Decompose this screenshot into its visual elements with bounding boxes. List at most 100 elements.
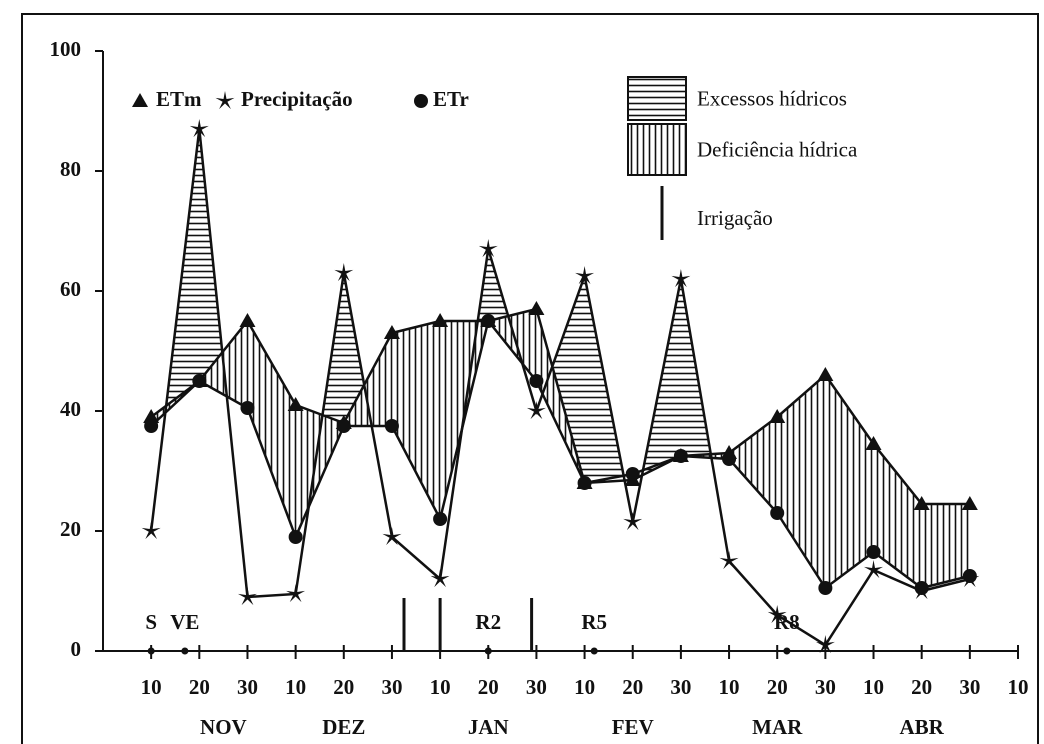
marker [432, 313, 449, 327]
marker [132, 93, 148, 107]
stage-label: VE [170, 610, 199, 634]
x-tick-label: 10 [719, 675, 740, 699]
marker [189, 119, 209, 138]
x-tick-label: 20 [189, 675, 210, 699]
deficit-area [151, 309, 970, 588]
series-line [150, 318, 971, 590]
marker [767, 605, 787, 624]
marker [287, 397, 304, 411]
legend-label: Deficiência hídrica [697, 137, 858, 161]
marker [719, 551, 739, 570]
month-label: NOV [200, 715, 247, 739]
x-tick-label: 10 [863, 675, 884, 699]
excess-area [151, 129, 970, 504]
marker [433, 512, 448, 526]
marker [383, 325, 400, 339]
month-label: FEV [612, 715, 654, 739]
stage-dot [783, 647, 791, 655]
marker [215, 91, 235, 110]
marker [526, 401, 546, 420]
frame [21, 13, 1039, 744]
x-tick-label: 20 [333, 675, 354, 699]
marker [240, 401, 255, 415]
legend-label: Precipitação [241, 87, 353, 111]
marker [478, 239, 498, 258]
x-tick-label: 20 [478, 675, 499, 699]
marker [866, 545, 881, 559]
marker [815, 635, 835, 654]
marker [577, 476, 592, 490]
legend-label: ETm [156, 87, 202, 111]
marker [961, 496, 978, 510]
marker [430, 569, 450, 588]
marker [384, 419, 399, 433]
x-tick-label: 30 [959, 675, 980, 699]
marker [141, 521, 161, 540]
y-tick-label: 40 [60, 397, 81, 421]
legend-swatch [627, 76, 687, 121]
marker [529, 374, 544, 388]
marker [722, 452, 737, 466]
y-tick-label: 0 [71, 637, 82, 661]
marker [864, 560, 883, 579]
legend-label: ETr [433, 87, 469, 111]
x-tick-label: 20 [767, 675, 788, 699]
series-line [150, 307, 970, 506]
y-tick-label: 100 [50, 37, 82, 61]
marker [192, 374, 207, 388]
x-tick-label: 30 [670, 675, 691, 699]
month-label: DEZ [322, 715, 365, 739]
month-label: JAN [468, 715, 509, 739]
x-tick-label: 10 [1008, 675, 1029, 699]
marker [625, 467, 640, 481]
marker [818, 581, 833, 595]
marker [239, 313, 256, 327]
marker [481, 314, 496, 328]
marker [414, 94, 428, 108]
legend-label: Excessos hídricos [697, 86, 847, 110]
month-label: ABR [900, 715, 945, 739]
marker [238, 587, 257, 606]
marker [914, 581, 929, 595]
marker [913, 496, 930, 510]
x-tick-label: 30 [237, 675, 258, 699]
y-tick-label: 60 [60, 277, 81, 301]
stage-dot [484, 647, 492, 655]
stage-label: R5 [581, 610, 607, 634]
x-tick-label: 20 [622, 675, 643, 699]
y-tick-label: 80 [60, 157, 81, 181]
stage-label: S [145, 610, 157, 634]
x-tick-label: 10 [141, 675, 162, 699]
stage-dot [590, 647, 598, 655]
marker [336, 419, 351, 433]
x-tick-label: 10 [430, 675, 451, 699]
x-tick-label: 20 [911, 675, 932, 699]
x-tick-label: 30 [526, 675, 547, 699]
x-tick-label: 10 [285, 675, 306, 699]
stage-label: R8 [774, 610, 800, 634]
marker [334, 263, 354, 282]
series-line [149, 128, 971, 647]
y-tick-label: 20 [60, 517, 81, 541]
marker [143, 409, 160, 423]
x-tick-label: 10 [574, 675, 595, 699]
stage-dot [147, 647, 155, 655]
marker [770, 506, 785, 520]
legend-label: Irrigação [697, 206, 773, 230]
marker [575, 266, 595, 285]
marker [769, 409, 786, 423]
marker [962, 569, 977, 583]
x-tick-label: 30 [381, 675, 402, 699]
marker [623, 512, 643, 531]
marker [382, 527, 402, 546]
marker [671, 269, 691, 288]
month-label: MAR [752, 715, 803, 739]
marker [865, 436, 882, 450]
marker [144, 419, 159, 433]
marker [817, 367, 834, 381]
marker [288, 530, 303, 544]
marker [286, 584, 306, 603]
marker [673, 449, 688, 463]
marker [528, 301, 545, 315]
